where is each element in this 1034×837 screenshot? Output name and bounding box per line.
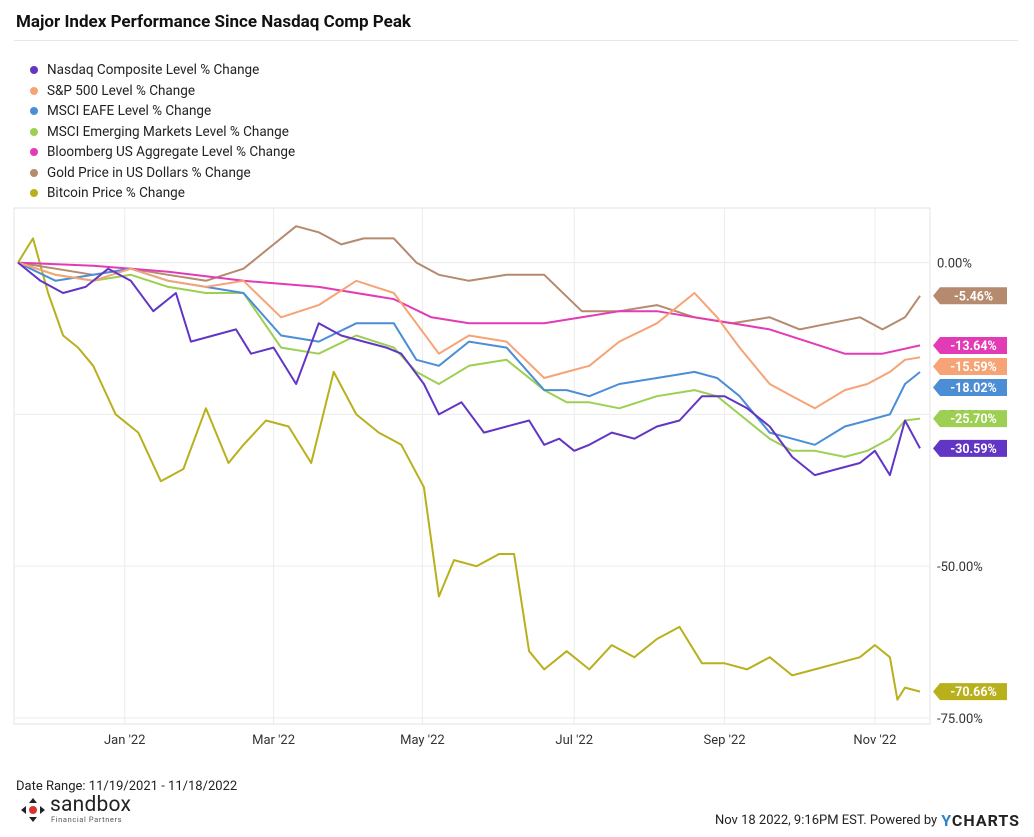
legend-item[interactable]: Nasdaq Composite Level % Change [30, 60, 295, 81]
end-value-label: -70.66% [950, 685, 996, 700]
end-value-badge [933, 410, 1007, 428]
end-value-label: -18.02% [950, 381, 996, 396]
legend-swatch [30, 127, 38, 136]
series-line [17, 261, 921, 410]
legend-swatch [30, 168, 38, 177]
series-line [17, 261, 921, 477]
end-value-label: -15.59% [950, 360, 996, 375]
ycharts-y: Y [941, 811, 952, 830]
x-tick-label: Mar '22 [252, 733, 295, 748]
legend-swatch [30, 148, 38, 157]
series-line [17, 237, 921, 701]
end-value-label: -25.70% [950, 412, 996, 427]
legend: Nasdaq Composite Level % Change S&P 500 L… [30, 60, 295, 204]
chart-title: Major Index Performance Since Nasdaq Com… [16, 12, 412, 32]
legend-item[interactable]: MSCI Emerging Markets Level % Change [30, 122, 295, 143]
footer-credit: Nov 18 2022, 9:16PM EST. Powered by YCHA… [715, 811, 1020, 830]
series-line [17, 261, 921, 458]
x-tick-label: Jan '22 [104, 733, 146, 748]
end-value-label: -13.64% [950, 339, 996, 354]
end-value-badge [933, 378, 1007, 396]
logo-subtitle: Financial Partners [51, 815, 123, 824]
legend-label: MSCI EAFE Level % Change [47, 103, 212, 120]
legend-label: S&P 500 Level % Change [47, 82, 195, 99]
plot-frame [13, 207, 931, 725]
legend-label: Gold Price in US Dollars % Change [47, 164, 251, 181]
legend-swatch [30, 107, 38, 116]
date-range: Date Range: 11/19/2021 - 11/18/2022 [16, 779, 238, 794]
legend-swatch [30, 189, 38, 198]
legend-item[interactable]: Bitcoin Price % Change [30, 183, 295, 204]
legend-item[interactable]: S&P 500 Level % Change [30, 81, 295, 102]
end-value-badge [933, 336, 1007, 354]
legend-swatch [30, 86, 38, 95]
sandbox-logo-icon [21, 797, 45, 822]
x-tick-label: Jul '22 [555, 733, 593, 748]
end-value-badge [933, 439, 1007, 457]
y-tick-label: -50.00% [937, 560, 983, 575]
legend-item[interactable]: MSCI EAFE Level % Change [30, 101, 295, 122]
timestamp: Nov 18 2022, 9:16PM EST. Powered by [714, 813, 938, 828]
y-tick-label: -75.00% [937, 712, 983, 727]
sandbox-logo: sandbox Financial Partners [20, 795, 131, 824]
y-tick-label: 0.00% [937, 257, 972, 272]
legend-label: MSCI Emerging Markets Level % Change [47, 123, 289, 140]
legend-item[interactable]: Gold Price in US Dollars % Change [30, 163, 295, 184]
series-line [17, 261, 921, 446]
series-line [17, 225, 921, 331]
end-value-label: -5.46% [954, 289, 993, 304]
ycharts-logo[interactable]: YCHARTS [941, 811, 1020, 830]
legend-label: Bloomberg US Aggregate Level % Change [47, 144, 296, 161]
end-value-badge [933, 287, 1007, 305]
legend-label: Nasdaq Composite Level % Change [47, 62, 260, 79]
x-tick-label: Nov '22 [853, 733, 896, 748]
legend-label: Bitcoin Price % Change [47, 185, 185, 202]
end-value-badge [933, 683, 1007, 701]
ycharts-rest: CHARTS [951, 811, 1020, 830]
legend-swatch [30, 66, 38, 75]
title-divider [14, 40, 1018, 41]
logo-name: sandbox [50, 793, 132, 817]
x-tick-label: May '22 [400, 733, 445, 748]
end-value-badge [933, 357, 1007, 375]
end-value-label: -30.59% [950, 442, 996, 457]
x-tick-label: Sep '22 [704, 733, 746, 748]
legend-item[interactable]: Bloomberg US Aggregate Level % Change [30, 142, 295, 163]
